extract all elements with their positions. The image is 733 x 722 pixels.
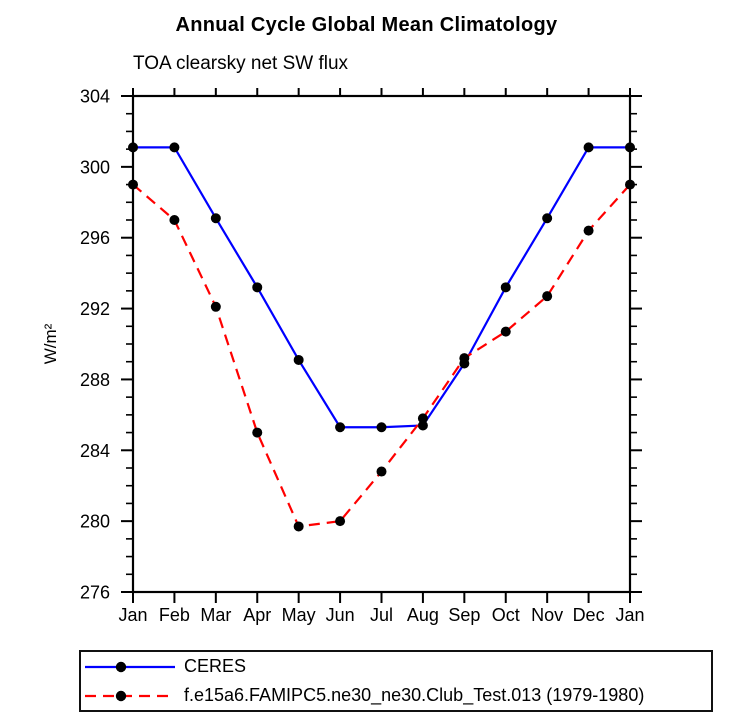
chart-title: Annual Cycle Global Mean Climatology <box>175 14 558 36</box>
data-point-1 <box>252 427 263 438</box>
x-tick-label: Aug <box>407 605 439 625</box>
data-point-0 <box>500 282 511 293</box>
plot-frame <box>131 94 632 594</box>
legend-item-model: f.e15a6.FAMIPC5.ne30_ne30.Club_Test.013 … <box>83 681 711 710</box>
x-tick-label: Jun <box>326 605 355 625</box>
data-point-0 <box>210 213 221 224</box>
data-point-0 <box>128 142 138 153</box>
x-tick-label: Jan <box>118 605 147 625</box>
data-point-0 <box>625 142 635 153</box>
y-tick-label: 288 <box>80 370 110 390</box>
legend-label-ceres: CERES <box>184 656 247 676</box>
data-point-0 <box>542 213 553 224</box>
y-tick-label: 276 <box>80 583 110 603</box>
data-point-0 <box>376 422 387 433</box>
data-point-1 <box>459 353 470 364</box>
chart-subtitle: TOA clearsky net SW flux <box>133 53 349 74</box>
data-point-0 <box>293 354 304 365</box>
legend-label-model: f.e15a6.FAMIPC5.ne30_ne30.Club_Test.013 … <box>184 685 645 705</box>
x-tick-label: May <box>282 605 316 625</box>
y-axis-title: W/m² <box>41 323 60 364</box>
x-tick-label: Mar <box>200 605 231 625</box>
x-tick-label: Apr <box>243 605 271 625</box>
plot-area: 276 280 284 288 292 296 300 304 Jan Feb Mar Apr May J… <box>41 87 645 626</box>
data-point-1 <box>625 179 635 190</box>
data-point-1 <box>500 326 511 337</box>
x-tick-label: Oct <box>492 605 520 625</box>
data-point-1 <box>128 179 138 190</box>
x-tick-label: Jan <box>615 605 644 625</box>
data-point-0 <box>335 422 346 433</box>
y-tick-label: 296 <box>80 228 110 248</box>
y-tick-label: 280 <box>80 512 110 532</box>
data-point-1 <box>583 225 594 236</box>
data-point-1 <box>376 466 387 477</box>
data-point-1 <box>293 521 304 532</box>
data-point-0 <box>169 142 180 153</box>
x-tick-label: Jul <box>370 605 393 625</box>
x-tick-label: Dec <box>573 605 605 625</box>
legend-box: CERES f.e15a6.FAMIPC5.ne30_ne30.Club_Tes… <box>79 650 713 712</box>
legend-item-ceres: CERES <box>83 652 711 681</box>
x-tick-label: Nov <box>531 605 563 625</box>
legend-marker-dot <box>115 690 127 701</box>
legend-swatch-solid-line <box>85 661 175 672</box>
legend-swatch-dashed-line <box>85 690 175 701</box>
data-point-0 <box>583 142 594 153</box>
data-point-1 <box>542 291 553 302</box>
data-point-0 <box>252 282 263 293</box>
data-point-1 <box>210 301 221 312</box>
y-tick-label: 304 <box>80 87 110 107</box>
data-point-1 <box>335 516 346 527</box>
data-point-1 <box>169 215 180 225</box>
legend-marker-dot <box>115 661 127 672</box>
y-tick-label: 300 <box>80 157 110 177</box>
y-tick-label: 292 <box>80 299 110 319</box>
y-tick-label: 284 <box>80 441 110 461</box>
data-point-1 <box>417 413 428 424</box>
data-point-0 <box>417 420 428 431</box>
x-tick-label: Feb <box>159 605 190 625</box>
x-tick-label: Sep <box>448 605 480 625</box>
